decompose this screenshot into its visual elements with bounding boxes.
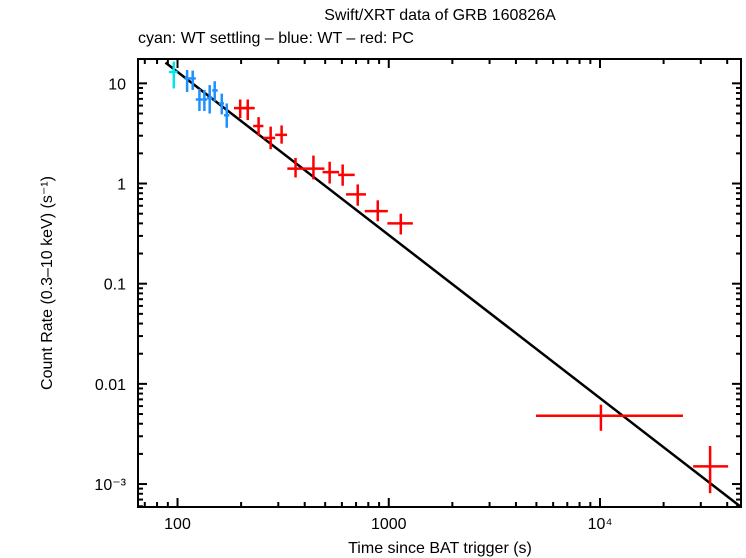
x-tick-label: 1000 [371,516,407,533]
data-point [253,117,264,136]
axis-tick-labels: 100 1000 10⁴ 10 1 0.1 0.01 10⁻³ [94,76,612,533]
fit-line [164,61,742,508]
axis-ticks [138,59,741,508]
series-pc [233,99,729,494]
data-point [207,85,213,114]
data-point [189,70,196,90]
data-point [263,126,276,150]
y-tick-label: 1 [117,177,126,194]
data-point [202,89,208,111]
x-tick-label: 10⁴ [588,516,613,533]
data-point [693,445,729,494]
data-point [364,200,388,222]
y-tick-label: 0.01 [95,377,126,394]
data-point [536,404,683,431]
data-point [322,161,340,184]
plot-frame [137,58,742,508]
chart-title: Swift/XRT data of GRB 160826A [324,7,556,24]
fit-layer [164,61,742,508]
data-point [212,81,218,102]
x-axis-label: Time since BAT trigger (s) [348,540,532,557]
data-point [168,61,178,89]
series-wt-settling [168,61,178,89]
y-tick-label: 10⁻³ [94,477,126,494]
y-tick-label: 0.1 [104,277,126,294]
data-point [287,157,306,178]
data-point [224,103,230,128]
data-point [387,213,413,235]
data-point [218,93,225,115]
x-tick-label: 100 [164,516,191,533]
data-point [338,164,355,186]
y-axis-label: Count Rate (0.3–10 keV) (s⁻¹) [39,176,56,390]
data-point [346,184,366,206]
chart-subtitle: cyan: WT settling – blue: WT – red: PC [138,30,414,47]
data-point [305,155,325,180]
data-point [184,69,190,92]
series-wt [184,69,230,128]
data-point [243,99,255,121]
data-points-layer [168,61,729,494]
data-point [195,88,203,111]
data-point [275,125,288,144]
y-tick-label: 10 [108,76,126,93]
